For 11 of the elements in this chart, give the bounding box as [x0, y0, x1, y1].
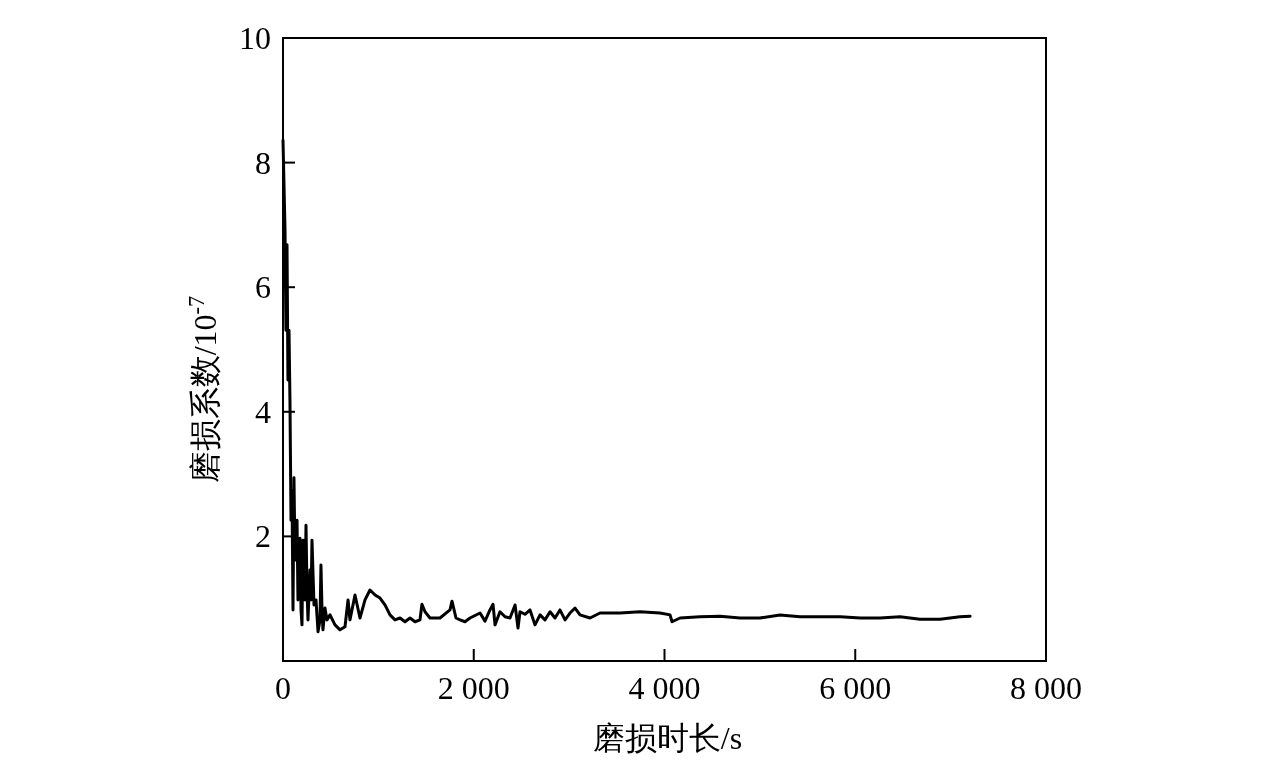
x-tick-label: 4 000 — [628, 670, 701, 706]
y-tick-label: 10 — [239, 20, 271, 56]
x-tick-label: 6 000 — [819, 670, 892, 706]
y-tick-label: 8 — [255, 144, 271, 181]
y-tick-label: 4 — [255, 393, 271, 430]
x-axis-title: 磨损时长/s — [592, 720, 743, 756]
y-tick-label: 6 — [255, 269, 271, 306]
x-tick-label: 0 — [275, 670, 291, 706]
x-tick-label: 2 000 — [437, 670, 510, 706]
y-tick-label: 2 — [255, 518, 271, 555]
x-tick-label: 8 000 — [1010, 670, 1082, 706]
